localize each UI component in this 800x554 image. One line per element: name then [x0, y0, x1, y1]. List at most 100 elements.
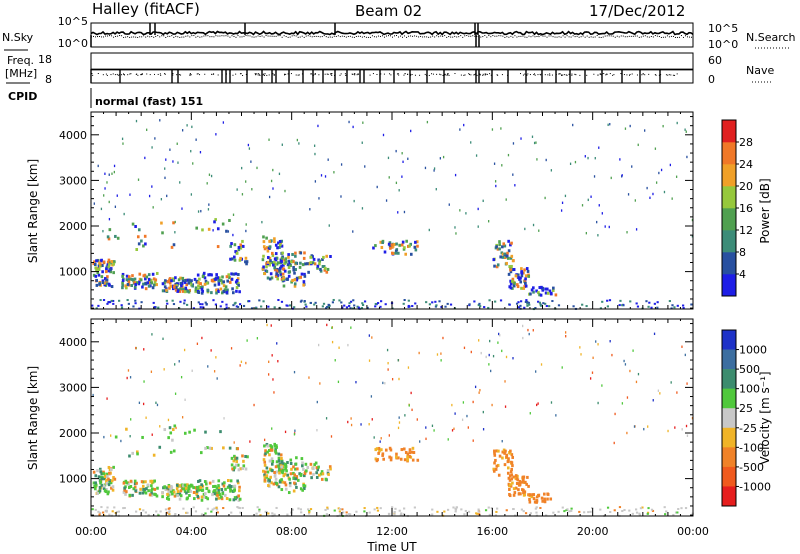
nave-dot: [665, 74, 667, 76]
range-cell: [167, 488, 171, 492]
range-cell: [520, 286, 523, 290]
range-cell: [313, 262, 317, 266]
range-cell: [482, 428, 485, 431]
range-cell: [267, 246, 271, 250]
nave-dot: [154, 73, 156, 75]
y-tick-label: 3000: [59, 381, 87, 394]
noise-search-dot: [185, 35, 187, 37]
range-cell: [181, 289, 185, 293]
nave-dot: [105, 73, 107, 75]
range-cell: [502, 242, 506, 246]
range-cell: [150, 489, 153, 493]
nave-dot: [623, 74, 625, 76]
noise-search-dot: [690, 36, 692, 38]
range-cell: [686, 155, 688, 159]
colorbar-tick-label: 4: [739, 268, 746, 281]
nave-dot: [127, 74, 129, 76]
range-cell: [477, 304, 480, 307]
noise-search-dot: [492, 35, 494, 37]
noise-search-dot: [580, 36, 582, 38]
nave-dot: [122, 73, 124, 75]
range-cell: [509, 470, 513, 474]
nave-dot: [444, 74, 446, 76]
range-cell: [493, 162, 496, 165]
range-cell: [579, 346, 581, 349]
range-cell: [177, 161, 179, 164]
noise-search-dot: [325, 36, 327, 38]
noise-search-dot: [398, 36, 400, 38]
nave-dot: [642, 73, 644, 75]
range-cell: [131, 278, 134, 282]
nave-dot: [176, 74, 178, 76]
range-cell: [401, 152, 403, 155]
noise-search-dot: [532, 35, 534, 37]
range-cell: [363, 300, 367, 303]
range-cell: [300, 272, 304, 276]
range-cell: [135, 281, 139, 285]
range-cell: [217, 484, 220, 488]
noise-search-dot: [686, 36, 688, 38]
range-cell: [670, 381, 672, 384]
range-cell: [143, 490, 146, 494]
range-cell: [306, 262, 309, 266]
range-cell: [590, 195, 592, 198]
noise-search-dot: [113, 36, 115, 38]
range-cell: [167, 485, 171, 489]
range-cell: [271, 251, 274, 255]
range-cell: [144, 156, 146, 160]
nave-dot: [565, 74, 567, 76]
range-cell: [100, 477, 104, 481]
range-cell: [284, 467, 287, 471]
range-cell: [108, 471, 111, 475]
range-cell: [277, 261, 280, 265]
nave-dot: [160, 74, 162, 76]
noise-search-dot: [420, 35, 422, 37]
range-cell: [539, 303, 542, 306]
range-cell: [172, 490, 176, 494]
range-cell: [244, 454, 247, 458]
range-cell: [286, 263, 290, 267]
range-cell: [277, 459, 281, 463]
range-cell: [271, 427, 273, 430]
range-cell: [215, 506, 218, 509]
range-cell: [598, 146, 600, 149]
range-cell: [317, 465, 320, 469]
range-cell: [536, 158, 538, 161]
range-cell: [510, 241, 513, 245]
range-cell: [233, 258, 237, 262]
range-cell: [517, 492, 521, 496]
range-cell: [104, 187, 106, 190]
range-cell: [183, 483, 187, 487]
noise-search-dot: [231, 35, 233, 37]
range-cell: [296, 467, 299, 471]
range-cell: [108, 468, 112, 472]
range-cell: [242, 464, 246, 468]
range-cell: [217, 279, 221, 283]
range-cell: [564, 194, 567, 198]
range-cell: [272, 168, 274, 172]
range-cell: [403, 246, 406, 250]
nave-dot: [454, 73, 456, 75]
range-cell: [241, 239, 244, 243]
nave-dot: [92, 74, 94, 76]
range-cell: [229, 257, 232, 261]
range-cell: [504, 449, 507, 453]
range-cell: [529, 412, 531, 415]
range-cell: [266, 246, 269, 250]
range-cell: [228, 276, 231, 280]
noise-search-dot: [566, 35, 568, 37]
noise-search-dot: [560, 36, 562, 38]
range-cell: [120, 439, 122, 443]
range-cell: [192, 506, 195, 509]
range-cell: [580, 353, 582, 356]
range-cell: [265, 466, 269, 470]
range-cell: [244, 256, 248, 260]
range-cell: [532, 290, 535, 294]
range-cell: [672, 513, 675, 516]
noise-search-dot: [614, 36, 616, 38]
noise-search-dot: [115, 35, 117, 37]
range-cell: [221, 275, 224, 279]
range-cell: [200, 484, 204, 488]
range-cell: [691, 218, 694, 222]
range-cell: [112, 465, 115, 469]
